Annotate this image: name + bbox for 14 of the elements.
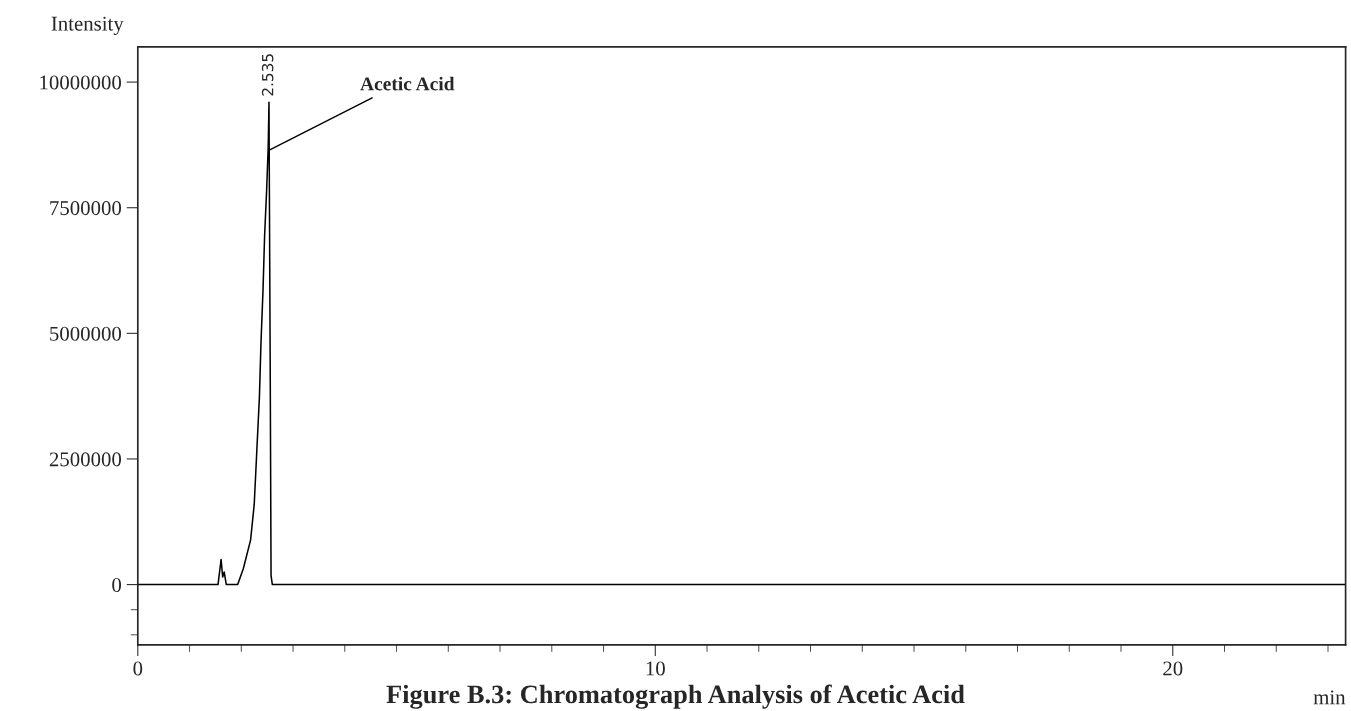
- line-series: [137, 101, 1346, 586]
- y-tick-label: 5000000: [50, 326, 122, 341]
- x-tick-label: 0: [133, 661, 143, 676]
- y-tick-label: 2500000: [49, 452, 122, 467]
- text: Figure B.3: Chromatograph Analysis of Acetic Acid: [386, 684, 965, 709]
- annotation: Acetic Acid: [360, 76, 455, 91]
- annotation: 2.535: [261, 54, 274, 96]
- y-axis-title: Intensity: [51, 16, 124, 35]
- y-tick-label: 0: [112, 577, 122, 593]
- x-tick-label: 10: [646, 661, 665, 676]
- y-tick-label: 7500000: [50, 201, 122, 216]
- x-axis-title: min: [1313, 690, 1346, 705]
- x-tick-label: 20: [1163, 661, 1183, 676]
- y-tick-label: 10000000: [40, 75, 122, 90]
